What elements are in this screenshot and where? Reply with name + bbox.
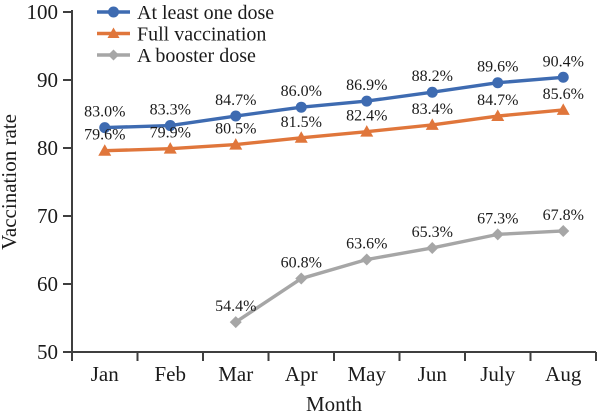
data-point	[360, 253, 373, 266]
data-label: 86.0%	[281, 83, 322, 100]
data-point	[164, 120, 176, 132]
data-point	[99, 122, 111, 134]
legend-item-a-booster-dose: A booster dose	[97, 45, 256, 67]
data-label: 82.4%	[346, 108, 387, 125]
data-point	[230, 110, 242, 122]
data-label: 80.5%	[215, 121, 256, 138]
data-label: 63.6%	[346, 236, 387, 253]
x-tick-label-mar: Mar	[218, 362, 253, 386]
data-point	[361, 95, 373, 107]
data-label: 67.8%	[543, 207, 584, 224]
x-tick-label-july: July	[480, 362, 516, 386]
data-point	[163, 142, 177, 154]
data-label: 79.6%	[84, 127, 125, 144]
y-axis-title: Vaccination rate	[0, 114, 21, 250]
data-point	[557, 71, 569, 83]
x-tick-label-feb: Feb	[155, 362, 187, 386]
series-line	[234, 229, 565, 324]
data-label: 84.7%	[215, 92, 256, 109]
legend-label: At least one dose	[137, 2, 274, 24]
data-point	[360, 125, 374, 137]
legend-item-full-vaccination: Full vaccination	[97, 24, 266, 46]
y-tick-label: 80	[37, 136, 58, 160]
legend-label: Full vaccination	[137, 24, 266, 46]
data-point	[491, 228, 504, 241]
data-label: 54.4%	[215, 298, 256, 315]
x-axis: Jan Feb Mar Apr May Jun July Aug	[71, 351, 597, 386]
series-line	[103, 108, 565, 153]
y-axis: 50 60 70 80 90 100	[27, 0, 73, 364]
data-point	[492, 77, 504, 89]
data-label: 83.0%	[84, 104, 125, 121]
data-labels: 83.0% 83.3% 84.7% 86.0% 86.9% 88.2% 89.6% 90.4%…	[84, 53, 584, 315]
series-at-least-one-dose	[99, 71, 569, 134]
legend-marker-circle	[108, 6, 119, 18]
data-point	[229, 138, 243, 150]
data-label: 60.8%	[281, 255, 322, 272]
data-point	[557, 224, 570, 237]
legend-marker-triangle	[107, 27, 120, 38]
data-point	[229, 316, 242, 329]
y-tick-label: 70	[37, 204, 58, 228]
data-point	[294, 131, 308, 143]
x-tick-label-may: May	[348, 362, 387, 386]
plot-series	[98, 71, 570, 329]
data-label: 86.9%	[346, 77, 387, 94]
y-tick-label: 50	[37, 340, 58, 364]
data-point	[491, 109, 505, 122]
data-point	[295, 101, 307, 113]
data-label: 67.3%	[477, 210, 518, 227]
data-label: 79.9%	[150, 125, 191, 142]
data-label: 81.5%	[281, 114, 322, 131]
legend-item-at-least-one-dose: At least one dose	[97, 2, 274, 24]
data-label: 84.7%	[477, 92, 518, 109]
data-point	[426, 241, 439, 254]
data-label: 88.2%	[412, 68, 453, 85]
data-label: 83.4%	[412, 101, 453, 118]
legend-label: A booster dose	[137, 45, 256, 67]
x-tick-label-jan: Jan	[91, 362, 119, 386]
y-tick-label: 90	[37, 68, 58, 92]
data-point	[556, 103, 570, 115]
x-tick-label-aug: Aug	[545, 362, 582, 386]
data-point	[426, 86, 438, 98]
data-point	[425, 118, 439, 130]
data-label: 65.3%	[412, 224, 453, 241]
series-full-vaccination	[98, 103, 570, 156]
data-point	[295, 272, 308, 285]
x-tick-label-jun: Jun	[418, 362, 448, 386]
legend-marker-diamond	[108, 49, 119, 61]
data-label: 89.6%	[477, 59, 518, 76]
data-label: 90.4%	[543, 53, 584, 70]
data-label: 83.3%	[150, 102, 191, 119]
x-axis-title: Month	[306, 392, 363, 416]
series-line	[103, 75, 565, 130]
series-a-booster-dose	[229, 224, 570, 329]
y-tick-label: 100	[27, 0, 59, 24]
data-label: 85.6%	[543, 86, 584, 103]
y-tick-label: 60	[37, 272, 58, 296]
data-point	[98, 144, 112, 156]
x-tick-label-apr: Apr	[285, 362, 318, 386]
